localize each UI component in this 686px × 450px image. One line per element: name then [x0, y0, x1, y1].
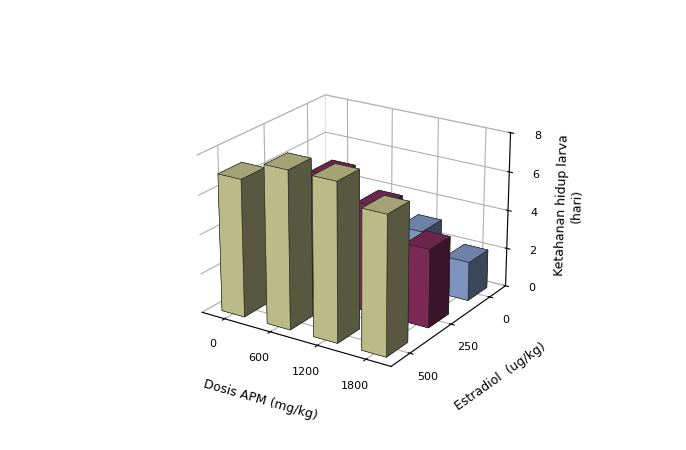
X-axis label: Dosis APM (mg/kg): Dosis APM (mg/kg) — [202, 378, 319, 423]
Y-axis label: Estradiol  (ug/kg): Estradiol (ug/kg) — [452, 341, 548, 413]
